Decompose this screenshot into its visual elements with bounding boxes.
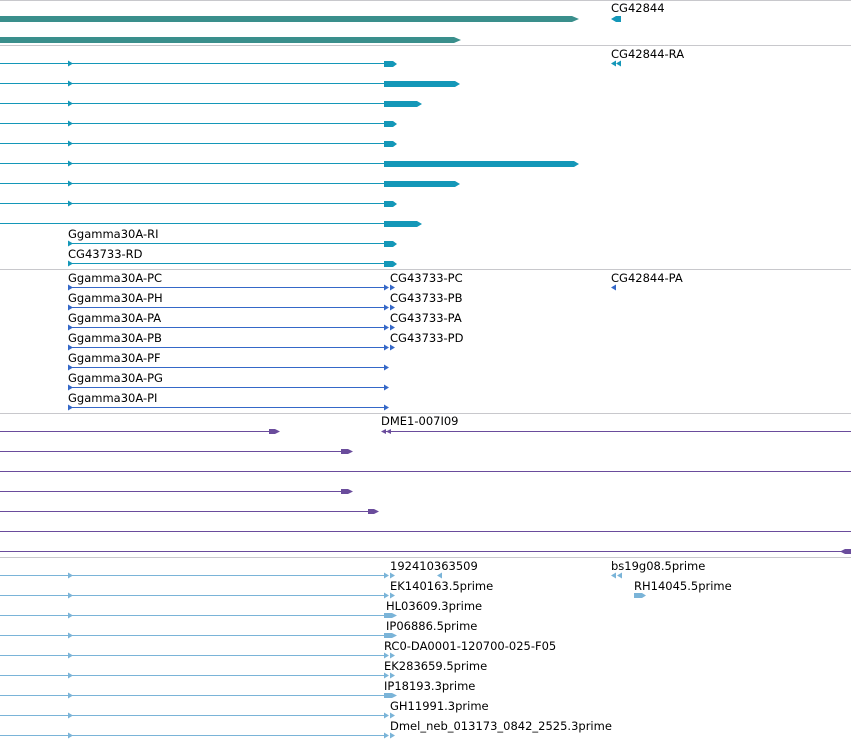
protein-feature-ggamma30a-pi[interactable] bbox=[68, 404, 389, 411]
feature-label-ggamma30a-pf: Ggamma30A-PF bbox=[68, 351, 161, 365]
transcript-feature[interactable] bbox=[0, 80, 460, 88]
feature-label-dme1-007i09: DME1-007I09 bbox=[381, 414, 459, 428]
mrna-blue-track: Ggamma30A-PC CG43733-PC CG42844-PA Ggamm… bbox=[68, 271, 683, 411]
transcript-feature[interactable] bbox=[0, 140, 397, 148]
alignment-feature[interactable] bbox=[0, 549, 851, 554]
est-feature-ek140163-5prime[interactable] bbox=[0, 592, 395, 599]
protein-feature-ggamma30a-pf[interactable] bbox=[68, 364, 389, 371]
feature-label-cg42844-ra: CG42844-RA bbox=[611, 47, 684, 61]
est-feature-dmel-neb[interactable] bbox=[0, 732, 395, 739]
alignment-feature-dme1-007i09[interactable] bbox=[381, 429, 851, 434]
alignment-feature[interactable] bbox=[0, 449, 353, 454]
feature-label-ggamma30a-pa: Ggamma30A-PA bbox=[68, 311, 161, 325]
feature-label-ggamma30a-pc: Ggamma30A-PC bbox=[68, 271, 162, 285]
alignment-feature[interactable] bbox=[0, 509, 379, 514]
mrna-teal-track: CG42844-RA Ggamma30A-RI CG43733-RD bbox=[0, 47, 684, 267]
feature-label-ggamma30a-pb: Ggamma30A-PB bbox=[68, 331, 162, 345]
protein-feature-ggamma30a-ph[interactable] bbox=[68, 304, 395, 311]
alignment-feature[interactable] bbox=[0, 429, 280, 434]
transcript-feature-cg42844-ra[interactable] bbox=[611, 60, 621, 67]
est-purple-track: DME1-007I09 bbox=[0, 414, 851, 554]
est-feature-ek283659-5prime[interactable] bbox=[0, 672, 395, 679]
feature-label-ek140163-5prime: EK140163.5prime bbox=[390, 579, 493, 593]
feature-label-rc0-da0001: RC0-DA0001-120700-025-F05 bbox=[384, 639, 556, 653]
feature-label-ggamma30a-pg: Ggamma30A-PG bbox=[68, 371, 163, 385]
feature-label-ek283659-5prime: EK283659.5prime bbox=[384, 659, 487, 673]
est-feature-rh14045-5prime[interactable] bbox=[634, 593, 646, 598]
alignment-feature[interactable] bbox=[0, 489, 353, 494]
gene-feature[interactable] bbox=[0, 16, 579, 22]
transcript-feature[interactable] bbox=[0, 160, 579, 168]
feature-label-rh14045-5prime: RH14045.5prime bbox=[634, 579, 732, 593]
transcript-feature[interactable] bbox=[0, 120, 397, 128]
feature-label-cg43733-rd: CG43733-RD bbox=[68, 247, 143, 261]
transcript-feature-ggamma30a-ri[interactable] bbox=[68, 240, 397, 248]
feature-label-192410363509: 192410363509 bbox=[390, 559, 478, 573]
est-feature-192410363509[interactable] bbox=[0, 572, 442, 579]
protein-feature-ggamma30a-pg[interactable] bbox=[68, 384, 389, 391]
protein-feature-ggamma30a-pb[interactable] bbox=[68, 344, 395, 351]
feature-label-bs19g08-5prime: bs19g08.5prime bbox=[611, 559, 705, 573]
protein-feature-cg42844-pa[interactable] bbox=[611, 284, 616, 291]
feature-label-ggamma30a-ph: Ggamma30A-PH bbox=[68, 291, 163, 305]
feature-label-ip18193-3prime: IP18193.3prime bbox=[384, 679, 475, 693]
est-feature-hl03609-3prime[interactable] bbox=[0, 612, 397, 619]
feature-label-cg43733-pc: CG43733-PC bbox=[390, 271, 463, 285]
feature-label-cg43733-pa: CG43733-PA bbox=[390, 311, 462, 325]
feature-label-ip06886-5prime: IP06886.5prime bbox=[386, 619, 477, 633]
feature-label-cg42844: CG42844 bbox=[611, 1, 665, 15]
est-feature-ip18193-3prime[interactable] bbox=[0, 692, 397, 699]
est-feature-bs19g08-5prime[interactable] bbox=[611, 572, 622, 579]
feature-label-ggamma30a-pi: Ggamma30A-PI bbox=[68, 391, 157, 405]
track-dividers bbox=[0, 0, 851, 558]
est-feature-rc0-da0001[interactable] bbox=[0, 652, 395, 659]
gene-feature[interactable] bbox=[0, 37, 461, 43]
est-light-track: 192410363509 bs19g08.5prime EK140163.5pr… bbox=[0, 559, 732, 739]
feature-label-hl03609-3prime: HL03609.3prime bbox=[386, 599, 482, 613]
gene-track: CG42844 bbox=[0, 1, 665, 43]
feature-label-cg43733-pb: CG43733-PB bbox=[390, 291, 463, 305]
feature-label-dmel-neb: Dmel_neb_013173_0842_2525.3prime bbox=[390, 719, 612, 733]
gene-feature-cg42844[interactable] bbox=[611, 16, 621, 22]
est-feature-gh11991-3prime[interactable] bbox=[0, 712, 395, 719]
transcript-feature[interactable] bbox=[0, 221, 422, 227]
feature-label-ggamma30a-ri: Ggamma30A-RI bbox=[68, 227, 159, 241]
transcript-feature[interactable] bbox=[0, 60, 397, 68]
est-feature-ip06886-5prime[interactable] bbox=[0, 632, 397, 639]
protein-feature-ggamma30a-pc[interactable] bbox=[68, 284, 395, 291]
transcript-feature[interactable] bbox=[0, 200, 397, 208]
feature-label-cg43733-pd: CG43733-PD bbox=[390, 331, 464, 345]
transcript-feature[interactable] bbox=[0, 180, 460, 188]
transcript-feature-cg43733-rd[interactable] bbox=[68, 260, 397, 268]
feature-label-gh11991-3prime: GH11991.3prime bbox=[390, 699, 489, 713]
protein-feature-ggamma30a-pa[interactable] bbox=[68, 324, 395, 331]
transcript-feature[interactable] bbox=[0, 100, 422, 108]
feature-label-cg42844-pa: CG42844-PA bbox=[611, 271, 683, 285]
